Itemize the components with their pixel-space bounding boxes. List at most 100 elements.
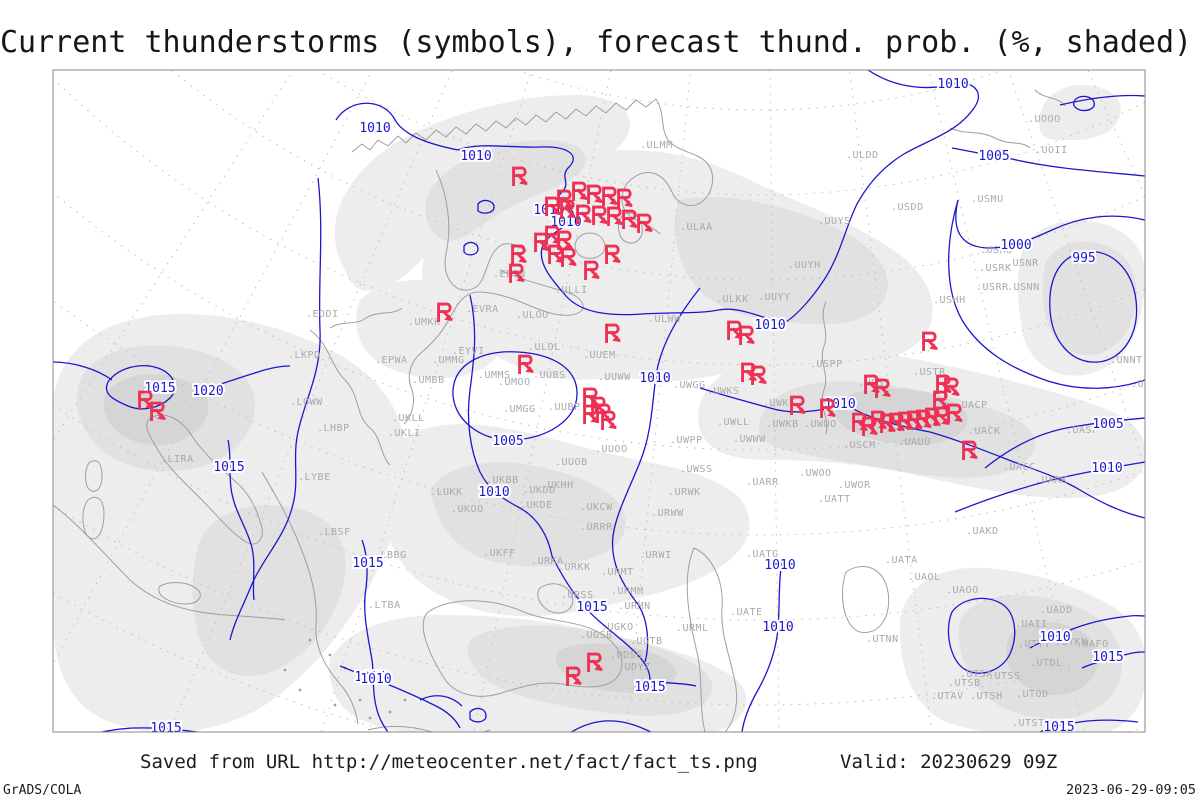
station-label: .UATG — [746, 549, 779, 560]
station-label: .LIRA — [161, 454, 194, 465]
saved-url-text: Saved from URL http://meteocenter.net/fa… — [140, 751, 758, 773]
isobar-path — [361, 539, 389, 732]
isobar-value-label: 1005 — [492, 434, 523, 449]
station-label: .UNNT — [1110, 355, 1143, 366]
isobar-path — [335, 102, 459, 151]
station-label: .UGKO — [601, 622, 634, 633]
station-label: .ULLI — [555, 285, 588, 296]
isobar-value-label: 1000 — [1000, 238, 1031, 253]
station-label: .USRO — [980, 245, 1013, 256]
station-label: .UOII — [1035, 145, 1068, 156]
footer: Saved from URL http://meteocenter.net/fa… — [0, 751, 1200, 775]
station-label: .UGSB — [580, 630, 613, 641]
valid-time-text: Valid: 20230629 09Z — [840, 751, 1058, 773]
station-label: .URMM — [611, 586, 644, 597]
station-label: .URWI — [639, 550, 672, 561]
island-dot — [368, 716, 372, 720]
station-label: .LKPD — [288, 350, 321, 361]
map-frame — [52, 69, 1146, 733]
isobar-path — [984, 417, 1145, 469]
station-label: .URML — [676, 623, 709, 634]
isobar-path — [339, 665, 461, 729]
station-label: .USRR — [976, 282, 1009, 293]
isobar-path — [1073, 95, 1095, 112]
isobar-value-label: 1010 — [754, 318, 785, 333]
station-label: .UMGG — [503, 404, 536, 415]
station-label: .UAII — [1015, 619, 1048, 630]
prob-shade-blob — [1039, 85, 1121, 141]
station-label: .UWOR — [838, 480, 871, 491]
station-label: .UNBB — [1131, 379, 1164, 390]
station-label: .UAKD — [966, 526, 999, 537]
coastline-path — [422, 600, 623, 697]
station-label: .UTKN — [1055, 637, 1088, 648]
station-label: .URWK — [668, 487, 701, 498]
station-label: .ULOL — [528, 342, 561, 353]
station-label: .USDD — [891, 202, 924, 213]
station-label: .UKCW — [580, 502, 613, 513]
station-label: .UUYH — [788, 260, 821, 271]
station-label: .USHH — [933, 295, 966, 306]
station-label: .UBBN — [631, 682, 664, 693]
island-dot — [328, 653, 332, 657]
station-label: .URKA — [531, 556, 564, 567]
station-label: .UKFF — [483, 548, 516, 559]
station-label: .UDSG — [610, 650, 643, 661]
station-labels: .ULMM .ULAA .ULDD .USDD .UUYS .USMU .UOOO .UOII… — [161, 114, 1164, 729]
station-label: .LTBA — [368, 600, 401, 611]
station-label: .URMN — [618, 601, 651, 612]
probability-shading — [53, 85, 1145, 732]
coastline-path — [158, 582, 201, 605]
station-label: .UTTT — [1018, 639, 1051, 650]
station-label: .UMKK — [408, 317, 441, 328]
station-label: .UWUO — [804, 419, 837, 430]
isobar-value-label: 1010 — [359, 121, 390, 136]
station-label: .USRK — [979, 263, 1012, 274]
island-dot — [283, 668, 287, 672]
isobar-value-label: 1015 — [150, 721, 181, 736]
station-label: .UUOB — [555, 457, 588, 468]
isobar-value-label: 1015 — [352, 556, 383, 571]
prob-shade-blob — [192, 505, 346, 676]
grads-credit: GrADS/COLA — [3, 783, 82, 798]
isobar-path — [53, 361, 113, 381]
isobar-path — [229, 177, 322, 641]
coastlines — [53, 89, 1066, 732]
station-label: .LHBP — [317, 423, 350, 434]
coastline-path — [949, 127, 1031, 149]
prob-shade-blob — [1006, 621, 1099, 696]
isobar-path — [785, 70, 980, 323]
station-label: .UMOO — [498, 377, 531, 388]
grid-meridian — [769, 70, 780, 732]
station-label: .LBSF — [318, 527, 351, 538]
grid-meridian — [626, 70, 691, 732]
isobar-path — [195, 365, 291, 393]
grid-parallel — [515, 70, 1005, 111]
isobar-path — [955, 199, 1145, 249]
isobar-path — [1081, 651, 1145, 669]
thunderstorm-icon — [922, 331, 939, 352]
station-label: .LOWW — [290, 397, 323, 408]
isobar-value-label: 1005 — [1092, 417, 1123, 432]
station-label: .USNN — [1007, 282, 1040, 293]
station-label: .UASP — [1066, 425, 1099, 436]
station-label: .UMBB — [412, 375, 445, 386]
station-label: .UKLL — [392, 413, 425, 424]
isobar-value-label: 1005 — [978, 149, 1009, 164]
isobar-value-label: 1010 — [764, 558, 795, 573]
coastline-path — [842, 566, 890, 634]
isobar-path — [469, 707, 487, 723]
station-label: .LBBG — [374, 550, 407, 561]
station-label: .ULDD — [846, 150, 879, 161]
isobar-value-label: 1015 — [634, 680, 665, 695]
station-label: .UACC — [1003, 462, 1036, 473]
station-label: .USPP — [810, 359, 843, 370]
isobar-value-label: 995 — [1072, 251, 1095, 266]
page-title: Current thunderstorms (symbols), forecas… — [0, 25, 1193, 60]
grid-meridian — [53, 70, 294, 442]
station-label: .URWW — [651, 508, 684, 519]
isobar-path — [948, 199, 1145, 389]
station-label: .USMU — [971, 194, 1004, 205]
station-label: .URSS — [561, 590, 594, 601]
coastline-path — [85, 460, 103, 492]
